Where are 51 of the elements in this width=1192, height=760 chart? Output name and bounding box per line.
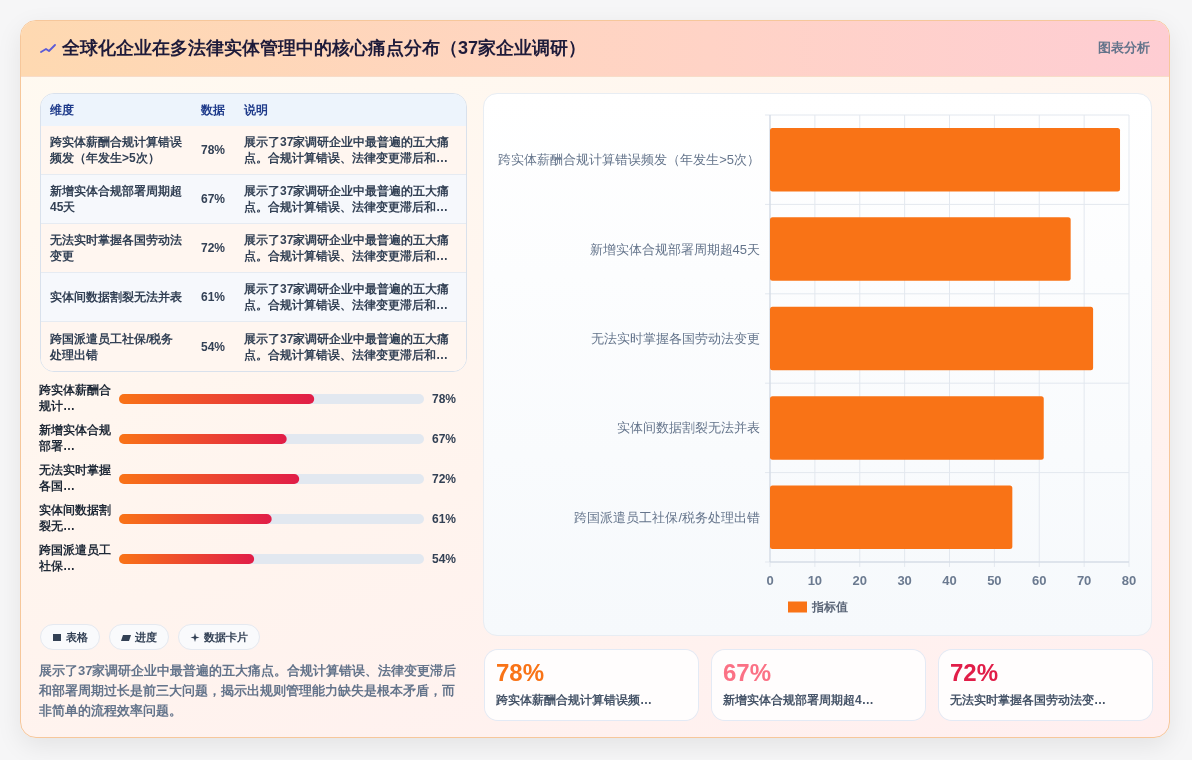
data-label: 61% (432, 511, 457, 527)
x-tick-label: 80 (1121, 572, 1137, 588)
x-tick-label: 50 (987, 572, 1002, 588)
data-label: 72% (432, 471, 457, 487)
category-label: 展示了37家调研企业中最普遍的五大痛点。合规计算错误、法律变更滞后和… (244, 233, 450, 263)
y-tick-label: 实体间数据割裂无法并表 (617, 420, 760, 436)
category-label: 表格 (66, 629, 88, 645)
category-label: 无法实时掌握各国劳动法变… (950, 692, 1106, 708)
text: 图表分析 (1097, 39, 1150, 57)
x-tick-label: 0 (766, 572, 774, 588)
x-tick-label: 60 (1032, 572, 1047, 588)
y-tick-label: 新增实体合规部署… (39, 422, 112, 454)
text: 说明 (244, 102, 268, 119)
data-label: 67% (201, 191, 227, 208)
y-tick-label: 跨国派遣员工社保… (39, 542, 112, 574)
text: 全球化企业在多法律实体管理中的核心痛点分布（37家企业调研） (62, 37, 587, 60)
y-tick-label: 跨国派遣员工社保/税务处理出错 (574, 509, 760, 525)
category-label: 新增实体合规部署周期超4… (723, 692, 874, 708)
data-label: 61% (201, 289, 227, 306)
text: 数据 (201, 102, 225, 119)
data-label: 67% (432, 431, 457, 447)
category-label: 实体间数据割裂无法并表 (50, 289, 183, 306)
y-tick-label: 实体间数据割裂无… (39, 502, 112, 534)
text: 维度 (50, 102, 74, 119)
y-tick-label: 跨实体薪酬合规计算错误频发（年发生>5次） (498, 152, 760, 168)
y-tick-label: 无法实时掌握各国… (39, 462, 112, 494)
category-label: 进度 (135, 629, 157, 645)
y-tick-label: 无法实时掌握各国劳动法变更 (591, 331, 760, 346)
data-label: 78% (432, 391, 457, 407)
category-label: 展示了37家调研企业中最普遍的五大痛点。合规计算错误、法律变更滞后和… (244, 282, 450, 312)
data-label: 54% (201, 338, 227, 356)
x-tick-label: 40 (942, 572, 957, 588)
y-tick-label: 新增实体合规部署周期超45天 (589, 241, 760, 257)
x-tick-label: 70 (1076, 572, 1092, 588)
data-label: 72% (950, 658, 999, 688)
x-tick-label: 10 (807, 572, 823, 588)
data-label: 72% (201, 240, 227, 257)
x-tick-label: 30 (897, 572, 912, 588)
data-label: 78% (201, 142, 227, 159)
data-label: 67% (723, 658, 772, 688)
data-label: 78% (496, 658, 545, 688)
y-tick-label: 跨实体薪酬合规计… (39, 382, 112, 414)
x-tick-label: 20 (852, 572, 867, 588)
text: 展示了37家调研企业中最普遍的五大痛点。合规计算错误、法律变更滞后和部署周期过长是前三大问题，揭示出规则管理能力缺失是根本矛盾，而非简单的流程效率问题。 (39, 662, 458, 720)
legend-label: 指标值 (811, 600, 848, 614)
category-label: 展示了37家调研企业中最普遍的五大痛点。合规计算错误、法律变更滞后和… (244, 135, 450, 165)
data-label: 54% (432, 551, 457, 567)
category-label: 展示了37家调研企业中最普遍的五大痛点。合规计算错误、法律变更滞后和… (244, 331, 450, 362)
category-label: 展示了37家调研企业中最普遍的五大痛点。合规计算错误、法律变更滞后和… (244, 184, 450, 214)
category-label: 跨实体薪酬合规计算错误频… (496, 692, 652, 708)
category-label: 数据卡片 (204, 629, 248, 645)
